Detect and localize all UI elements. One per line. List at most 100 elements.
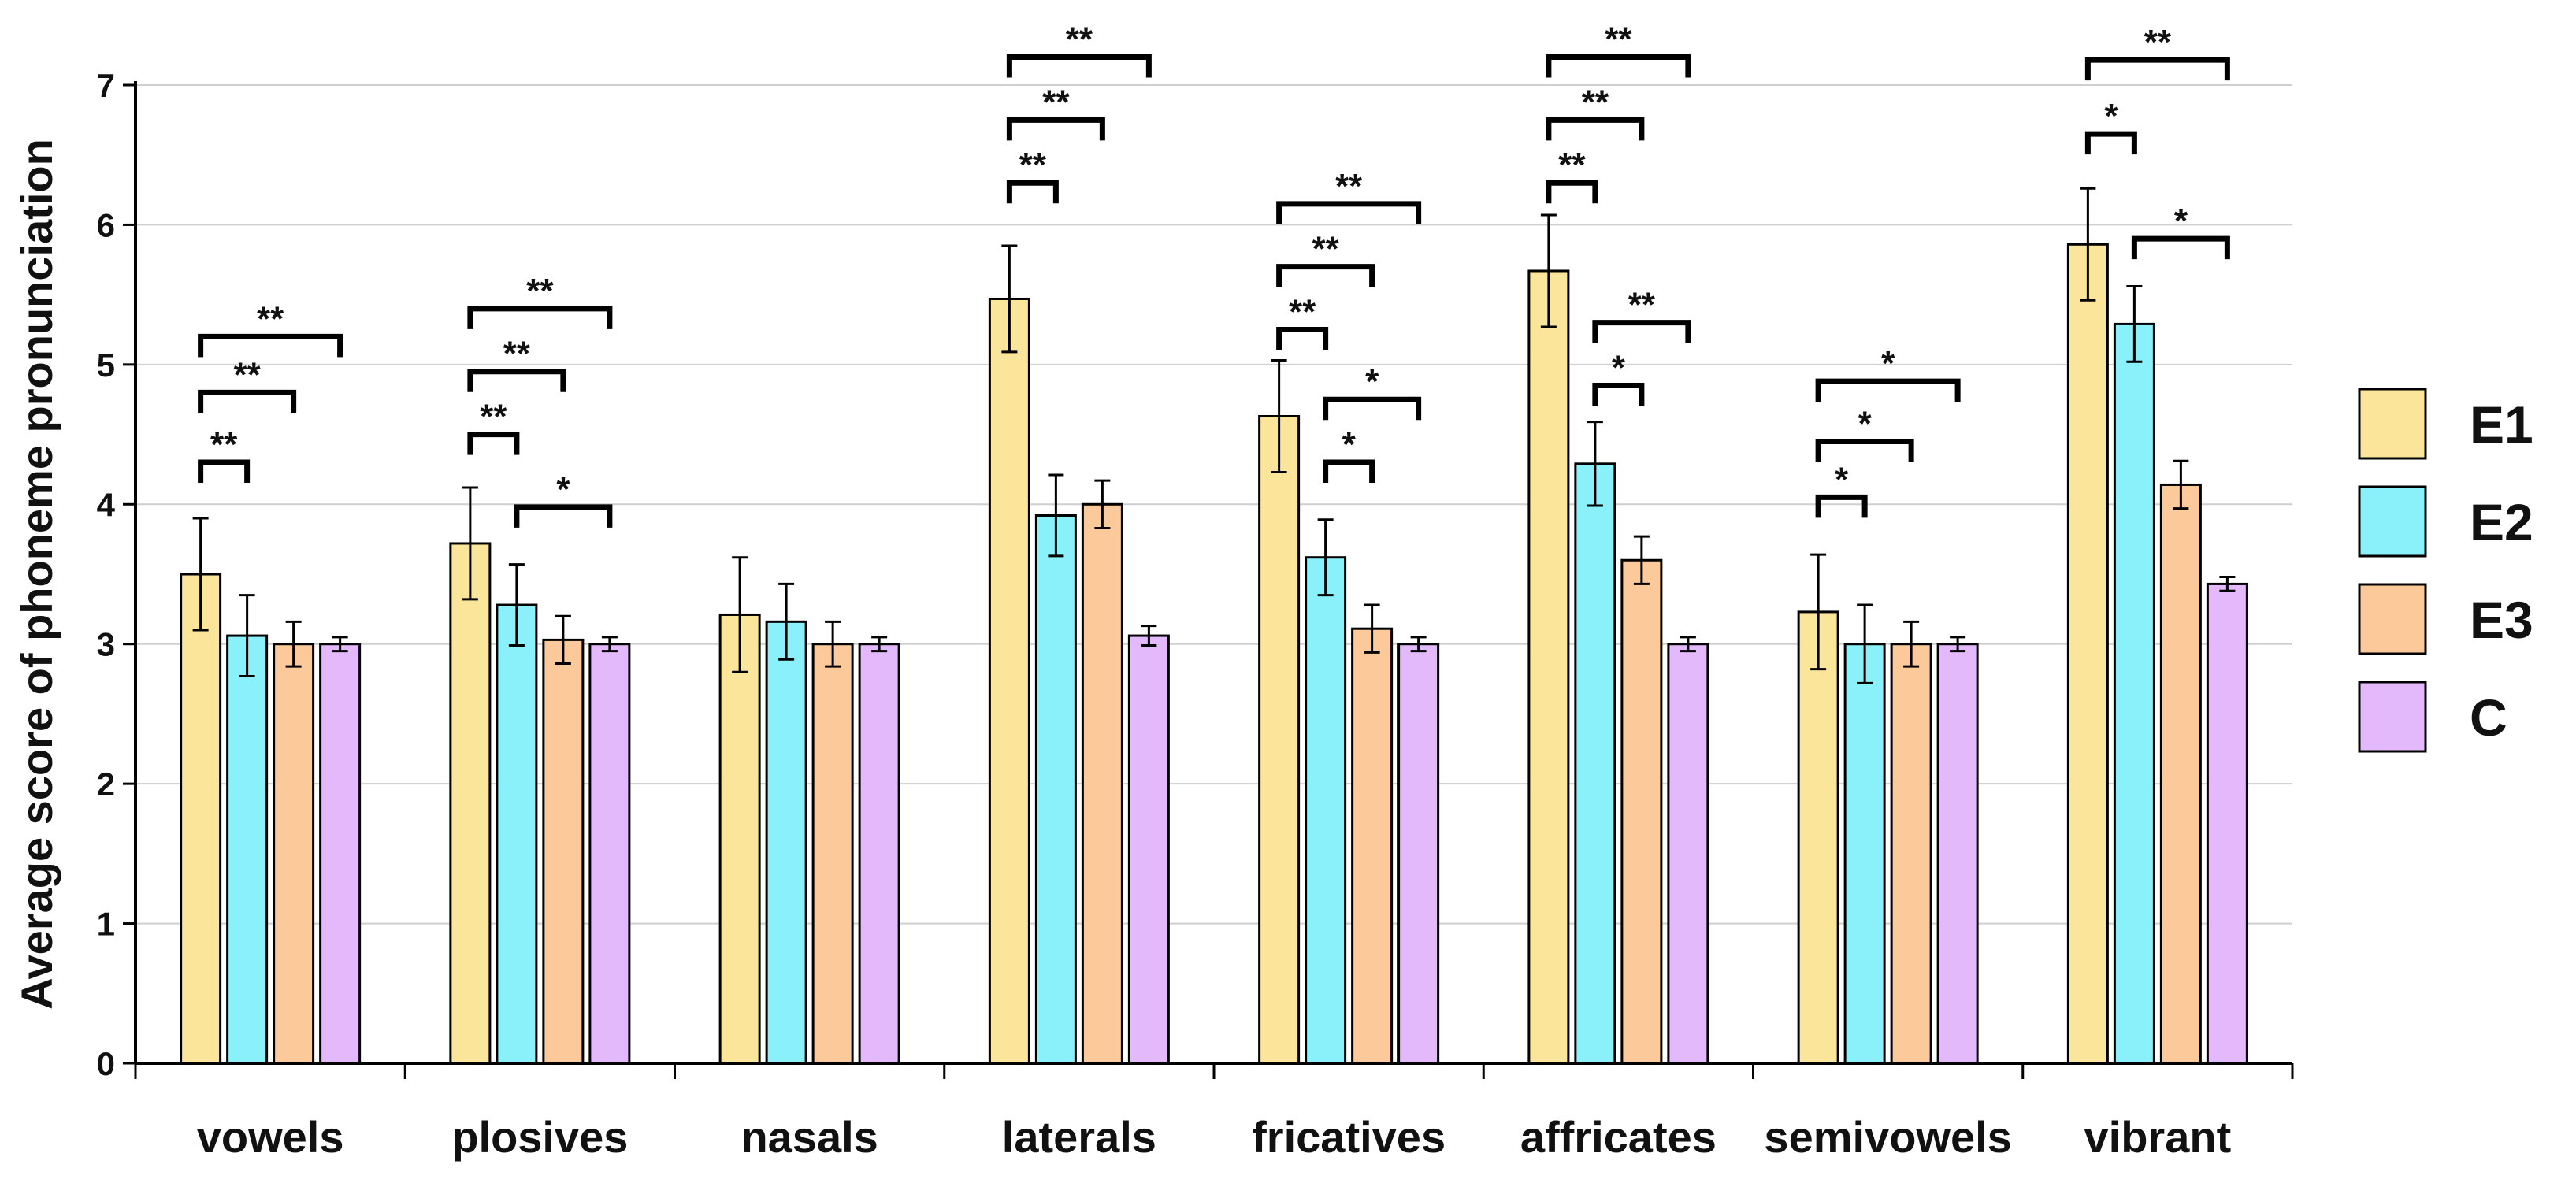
bar-C-laterals xyxy=(1127,634,1170,1065)
bar-E3-laterals xyxy=(1081,502,1123,1065)
significance-label: ** xyxy=(480,398,507,436)
bar-C-fricatives xyxy=(1397,643,1440,1065)
bar-C-vibrant xyxy=(2206,582,2248,1065)
significance-bracket xyxy=(467,432,520,455)
bar-E3-affricates xyxy=(1620,558,1663,1065)
significance-label: * xyxy=(1835,460,1849,499)
bars xyxy=(180,187,2248,1065)
significance-bracket xyxy=(467,369,566,392)
significance-label: ** xyxy=(1312,230,1340,269)
legend-label-E2: E2 xyxy=(2470,493,2533,551)
significance-bracket xyxy=(1546,117,1645,141)
significance-bracket xyxy=(2084,57,2230,81)
bar-E1-fricatives xyxy=(1258,415,1301,1065)
y-tick-label: 3 xyxy=(97,626,115,663)
significance-label: ** xyxy=(2144,23,2172,61)
significance-bracket xyxy=(1546,180,1598,204)
axes: 0 1 2 3 4 5 6 7 vowels plosives nasals laterals fric… xyxy=(12,67,2294,1162)
bar-C-plosives xyxy=(588,643,631,1065)
bar-E3-vibrant xyxy=(2159,483,2202,1065)
significance-bracket xyxy=(1323,459,1375,484)
significance-bracket xyxy=(1006,54,1152,78)
significance-label: * xyxy=(556,470,570,509)
bar-E1-nasals xyxy=(718,613,761,1065)
significance-brackets: ****************************************… xyxy=(198,20,2230,528)
legend-label-C: C xyxy=(2470,688,2507,747)
significance-bracket xyxy=(198,333,343,358)
bar-E1-affricates xyxy=(1527,269,1570,1065)
bar-E3-plosives xyxy=(542,638,585,1065)
bar-E2-semivowels xyxy=(1843,643,1886,1065)
y-axis-title: Average score of phoneme pronunciation xyxy=(12,139,61,1010)
significance-label: * xyxy=(2104,97,2118,135)
bar-E3-vowels xyxy=(273,643,315,1065)
bar-E2-plosives xyxy=(496,603,538,1065)
bar-E2-vibrant xyxy=(2113,322,2155,1065)
bar-E3-semivowels xyxy=(1890,643,1932,1065)
significance-bracket xyxy=(1323,396,1422,421)
significance-label: ** xyxy=(1582,83,1609,121)
significance-bracket xyxy=(467,306,613,329)
bar-E1-plosives xyxy=(449,542,492,1065)
significance-bracket xyxy=(1815,378,1961,402)
gridlines xyxy=(135,84,2292,925)
bar-E2-vowels xyxy=(226,634,269,1065)
bar-E1-vibrant xyxy=(2066,243,2109,1065)
bar-E2-affricates xyxy=(1574,462,1616,1065)
significance-bracket xyxy=(1815,494,1868,518)
bar-E2-nasals xyxy=(765,620,807,1065)
x-category-label: fricatives xyxy=(1252,1112,1446,1162)
legend-swatch-E3 xyxy=(2358,583,2427,655)
legend: E1 E2 E3 C xyxy=(2358,388,2533,753)
significance-label: * xyxy=(1342,425,1357,464)
significance-bracket xyxy=(1276,327,1329,350)
significance-label: ** xyxy=(526,272,554,310)
significance-label: ** xyxy=(234,355,262,394)
significance-bracket xyxy=(1006,117,1105,141)
significance-bracket xyxy=(198,459,251,484)
bar-E1-vowels xyxy=(180,573,222,1065)
significance-label: * xyxy=(1365,362,1379,401)
significance-label: ** xyxy=(503,335,531,373)
significance-label: ** xyxy=(210,425,238,464)
significance-label: * xyxy=(1881,344,1895,383)
legend-swatch-E1 xyxy=(2358,388,2427,460)
bar-E2-laterals xyxy=(1034,514,1077,1065)
legend-label-E1: E1 xyxy=(2470,395,2533,454)
significance-label: ** xyxy=(1066,20,1093,59)
significance-label: ** xyxy=(1019,146,1047,184)
bar-E1-semivowels xyxy=(1797,610,1839,1065)
bar-C-affricates xyxy=(1667,643,1709,1065)
bar-E3-nasals xyxy=(811,643,854,1065)
y-tick-label: 6 xyxy=(97,206,115,243)
significance-bracket xyxy=(1592,320,1691,343)
significance-label: ** xyxy=(257,299,284,338)
y-tick-label: 0 xyxy=(97,1045,115,1082)
x-category-label: laterals xyxy=(1002,1112,1156,1162)
bar-E1-laterals xyxy=(988,297,1030,1065)
x-category-label: semivowels xyxy=(1764,1112,2011,1162)
significance-bracket xyxy=(198,389,297,413)
y-tick-label: 7 xyxy=(97,67,115,104)
y-tick-label: 2 xyxy=(97,766,115,803)
x-category-label: vibrant xyxy=(2084,1112,2232,1162)
significance-label: ** xyxy=(1605,20,1632,59)
significance-bracket xyxy=(2084,131,2137,155)
y-tick-label: 4 xyxy=(97,486,116,523)
legend-swatch-E2 xyxy=(2358,485,2427,558)
bar-C-semivowels xyxy=(1936,643,1979,1065)
significance-label: * xyxy=(1612,348,1626,387)
legend-label-E3: E3 xyxy=(2470,591,2533,649)
legend-swatch-C xyxy=(2358,681,2427,753)
significance-label: ** xyxy=(1289,293,1316,332)
x-category-label: nasals xyxy=(741,1112,878,1162)
significance-bracket xyxy=(1276,201,1422,224)
bar-E2-fricatives xyxy=(1305,556,1347,1065)
bar-C-nasals xyxy=(858,643,900,1065)
significance-bracket xyxy=(1276,264,1375,287)
bar-C-vowels xyxy=(319,643,362,1065)
significance-label: ** xyxy=(1042,83,1070,121)
significance-label: * xyxy=(1858,404,1873,443)
significance-bracket xyxy=(1006,180,1059,204)
